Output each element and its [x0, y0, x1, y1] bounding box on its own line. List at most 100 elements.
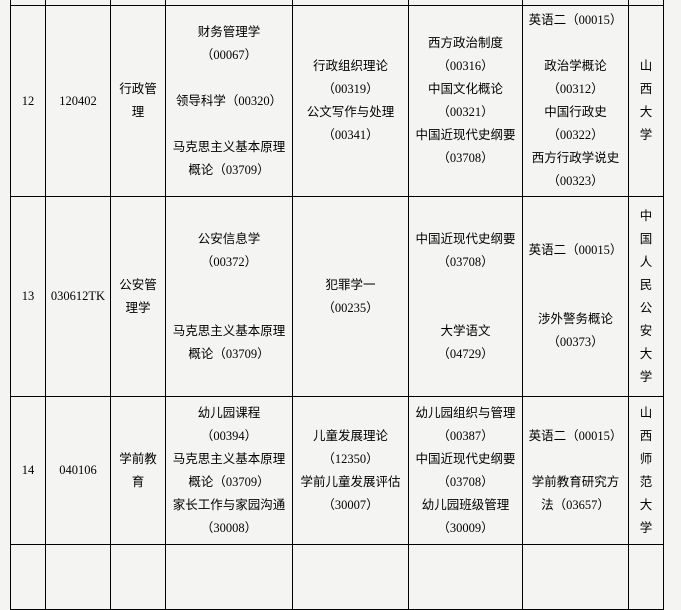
spacer-line	[524, 262, 627, 285]
spacer-line	[167, 274, 291, 297]
cell-no: 13	[10, 196, 46, 397]
school-char: 山	[639, 405, 653, 420]
cell-no	[10, 544, 46, 610]
cell-subject-2: 犯罪学一 （00235）	[292, 196, 409, 397]
major-line: 理	[131, 105, 145, 119]
cell-subject-3	[408, 544, 523, 610]
subject-line: 英语二（00015）	[528, 13, 623, 27]
school-char: 学	[639, 128, 653, 142]
subject-line: （00341）	[322, 128, 379, 142]
subject-line: 概论（03709）	[188, 346, 270, 361]
subject-line: 概论（03709）	[188, 162, 270, 177]
cell-subject-2: 儿童发展理论 （12350） 学前儿童发展评估 （30007）	[292, 396, 409, 545]
subject-line: （03708）	[437, 151, 494, 165]
exam-schedule-table: 12 120402 行政管 理 财务管理学 （00067） 领导科学（00320…	[10, 0, 664, 610]
subject-line: 幼儿园组织与管理	[415, 405, 516, 420]
cell-subject-2: 行政组织理论 （00319） 公文写作与处理 （00341）	[292, 5, 409, 197]
school-char: 大	[639, 497, 653, 512]
subject-line: 涉外警务概论	[537, 312, 613, 326]
table-row-partial-bottom	[10, 544, 664, 610]
subject-line: （00235）	[322, 300, 379, 315]
subject-line: （00321）	[437, 105, 494, 119]
subject-line: （00067）	[200, 47, 258, 62]
subject-line: 学前儿童发展评估	[300, 474, 401, 489]
subject-line: （30008）	[200, 520, 258, 535]
subject-line: 英语二（00015）	[528, 428, 623, 443]
school-char: 师	[639, 451, 653, 466]
cell-code: 040106	[45, 396, 111, 545]
subject-line: （00312）	[547, 82, 604, 96]
cell-subject-4: 英语二（00015） 学前教育研究方 法（03657）	[522, 396, 629, 545]
cell-subject-3: 中国近现代史纲要 （03708） 大学语文 （04729）	[408, 196, 523, 397]
spacer-line	[524, 285, 627, 308]
major-line: 育	[131, 474, 145, 489]
subject-line: （00373）	[547, 335, 604, 349]
subject-line: 西方行政学说史	[531, 151, 620, 165]
subject-line: 马克思主义基本原理	[172, 139, 286, 154]
subject-line: 中国近现代史纲要	[415, 451, 516, 466]
subject-line: 公安信息学	[197, 231, 261, 246]
school-char: 西	[639, 82, 653, 96]
subject-line: 西方政治制度	[427, 36, 503, 50]
subject-line: （30007）	[322, 497, 379, 512]
cell-no: 12	[10, 5, 46, 197]
subject-line: 行政组织理论	[312, 59, 388, 73]
spacer-line	[167, 113, 291, 136]
cell-school: 山 西 师 范 大 学	[628, 396, 664, 545]
subject-line: 概论（03709）	[188, 474, 270, 489]
school-char: 国	[639, 231, 653, 246]
cell-subject-4	[522, 544, 629, 610]
subject-line: 犯罪学一	[325, 277, 376, 292]
subject-line: （30009）	[437, 520, 494, 535]
subject-line: 家长工作与家园沟通	[172, 497, 286, 512]
school-char: 学	[639, 369, 653, 384]
school-char: 学	[639, 520, 653, 535]
cell-subject-3: 西方政治制度 （00316） 中国文化概论 （00321） 中国近现代史纲要 （…	[408, 5, 523, 197]
school-char: 大	[639, 346, 653, 361]
subject-line: 马克思主义基本原理	[172, 323, 286, 338]
subject-line: 法（03657）	[541, 497, 610, 512]
subject-line: （12350）	[322, 451, 379, 466]
table-body: 12 120402 行政管 理 财务管理学 （00067） 领导科学（00320…	[10, 0, 664, 610]
exam-schedule-sheet: 12 120402 行政管 理 财务管理学 （00067） 领导科学（00320…	[10, 0, 664, 610]
subject-line: 中国文化概论	[427, 82, 503, 96]
subject-line: （00322）	[547, 128, 604, 142]
subject-line: 公文写作与处理	[306, 105, 395, 119]
subject-line: 领导科学（00320）	[175, 93, 283, 108]
cell-code: 030612TK	[45, 196, 111, 397]
subject-line: （00387）	[437, 428, 494, 443]
cell-school	[628, 544, 664, 610]
subject-line: 中国近现代史纲要	[415, 231, 516, 246]
school-char: 人	[639, 254, 653, 269]
cell-major: 行政管 理	[110, 5, 166, 197]
cell-subject-4: 英语二（00015） 政治学概论 （00312） 中国行政史 （00322） 西…	[522, 5, 629, 197]
cell-school: 中 国 人 民 公 安 大 学	[628, 196, 664, 397]
major-line: 公安管	[119, 277, 157, 292]
school-char: 大	[639, 105, 653, 119]
subject-line: （00372）	[200, 254, 258, 269]
spacer-line	[167, 67, 291, 90]
major-line: 学前教	[119, 451, 157, 466]
subject-line: 幼儿园班级管理	[421, 497, 510, 512]
cell-subject-3: 幼儿园组织与管理 （00387） 中国近现代史纲要 （03708） 幼儿园班级管…	[408, 396, 523, 545]
subject-line: 大学语文	[440, 323, 491, 338]
subject-line: （00323）	[547, 174, 604, 188]
subject-line: （03708）	[437, 254, 494, 269]
subject-line: 儿童发展理论	[312, 428, 388, 443]
cell-code	[45, 544, 111, 610]
cell-major: 学前教 育	[110, 396, 166, 545]
cell-no: 14	[10, 396, 46, 545]
school-char: 安	[639, 323, 653, 338]
school-char: 西	[639, 428, 653, 443]
cell-subject-1: 公安信息学 （00372） 马克思主义基本原理 概论（03709）	[165, 196, 293, 397]
school-char: 中	[639, 208, 653, 223]
subject-line: 英语二（00015）	[528, 243, 623, 257]
school-char: 公	[639, 300, 653, 315]
school-char: 范	[639, 474, 653, 489]
subject-line: （00319）	[322, 82, 379, 96]
subject-line: 中国行政史	[544, 105, 607, 119]
major-line: 行政管	[119, 82, 157, 96]
subject-line: （03708）	[437, 474, 494, 489]
cell-subject-4: 英语二（00015） 涉外警务概论 （00373）	[522, 196, 629, 397]
spacer-line	[410, 297, 521, 320]
